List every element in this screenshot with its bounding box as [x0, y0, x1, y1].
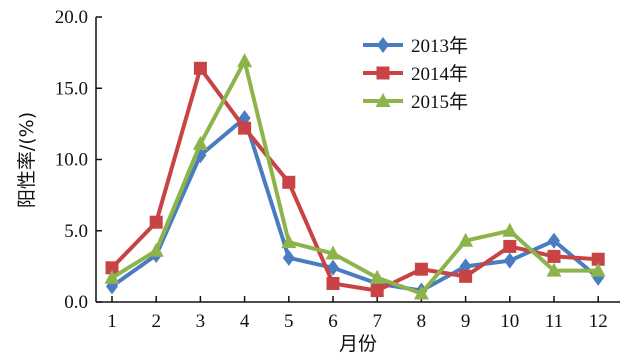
y-tick-label: 5.0 [64, 221, 88, 242]
x-tick-label: 12 [589, 311, 608, 332]
x-axis-title: 月份 [339, 333, 377, 355]
data-point [459, 269, 473, 283]
legend-swatch-marker [376, 66, 390, 80]
legend-item: 2015年 [363, 91, 468, 113]
series-layer [104, 53, 606, 300]
data-point [326, 276, 340, 290]
data-point [149, 215, 163, 229]
x-tick-label: 8 [417, 311, 427, 332]
legend-label: 2015年 [411, 91, 468, 113]
legend-item: 2013年 [363, 35, 468, 57]
data-point [282, 175, 296, 189]
data-point [547, 249, 561, 263]
legend: 2013年 2014年 2015年 [363, 35, 468, 113]
data-point [237, 53, 253, 68]
data-point [413, 285, 429, 300]
series-line [110, 116, 601, 293]
x-tick-label: 4 [240, 311, 250, 332]
data-point [503, 239, 517, 253]
series-3 [104, 53, 606, 300]
data-point [546, 262, 562, 277]
x-tick-label: 11 [545, 311, 563, 332]
x-tick-label: 10 [500, 311, 519, 332]
data-point [548, 232, 560, 249]
y-tick-label: 15.0 [55, 78, 88, 99]
legend-item: 2014年 [363, 63, 468, 85]
data-point [238, 121, 252, 135]
x-tick-label: 5 [284, 311, 294, 332]
data-point [281, 234, 297, 249]
x-tick-label: 3 [196, 311, 206, 332]
data-point [414, 262, 428, 276]
data-point [591, 252, 605, 266]
y-tick-label: 0.0 [64, 292, 88, 313]
series-line [110, 59, 601, 296]
data-point [369, 269, 385, 284]
legend-swatch-marker [377, 37, 389, 53]
y-axis-title: 阳性率/(%) [16, 112, 38, 208]
series-2 [105, 61, 605, 298]
legend-swatch-marker [375, 93, 391, 107]
data-point [105, 261, 119, 275]
data-point [282, 249, 295, 266]
data-point [325, 245, 341, 260]
x-ticks: 1 2 3 4 5 6 7 8 9 10 11 12 [107, 296, 608, 332]
legend-label: 2013年 [411, 35, 468, 57]
data-point [458, 232, 474, 247]
x-tick-label: 2 [151, 311, 161, 332]
series-line [110, 66, 601, 293]
x-tick-label: 7 [372, 311, 382, 332]
x-tick-label: 1 [107, 311, 117, 332]
data-point [192, 135, 208, 150]
data-point [148, 242, 164, 257]
data-point [590, 262, 606, 277]
data-point [370, 284, 384, 298]
x-tick-label: 9 [461, 311, 471, 332]
legend-label: 2014年 [411, 63, 468, 85]
data-point [104, 269, 120, 284]
data-point [503, 252, 516, 269]
x-tick-label: 6 [328, 311, 338, 332]
data-point [502, 222, 518, 237]
y-tick-label: 20.0 [55, 7, 88, 28]
data-point [193, 61, 207, 75]
y-tick-label: 10.0 [55, 150, 88, 171]
y-ticks: 0.0 5.0 10.0 15.0 20.0 [55, 7, 102, 313]
